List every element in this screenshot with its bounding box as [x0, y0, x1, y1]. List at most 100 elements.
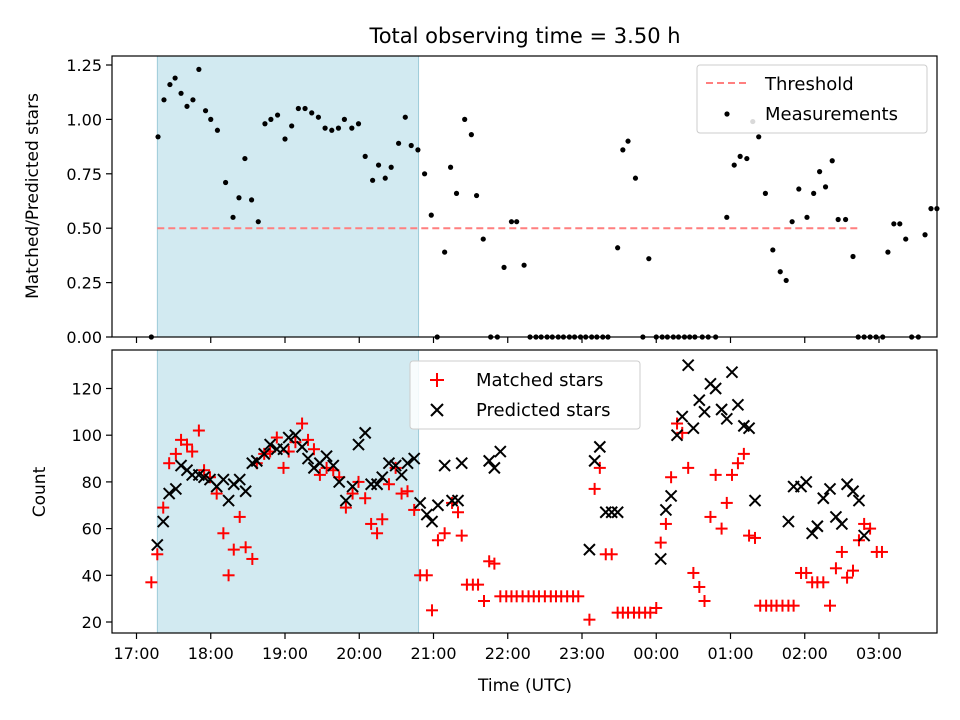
- bottom-x-ticks: 17:00 18:00 19:00 20:00 21:00 22:00 23:00 00:00…: [113, 633, 902, 663]
- measurement-point: [208, 116, 214, 122]
- measurement-point: [928, 206, 934, 212]
- y-tick-label: 0.25: [66, 274, 102, 293]
- predicted-star-point: [431, 499, 445, 512]
- measurement-point: [415, 147, 421, 153]
- measurement-point: [756, 134, 762, 140]
- bottom-ylabel: Count: [30, 466, 50, 517]
- top-legend-box: [696, 64, 928, 134]
- predicted-star-point: [823, 482, 837, 496]
- y-tick-label: 40: [82, 566, 102, 585]
- matched-star-point: [715, 522, 728, 535]
- matched-star-point: [847, 564, 860, 577]
- measurement-point: [770, 247, 776, 253]
- matched-star-point: [682, 461, 695, 474]
- y-tick-label: 20: [82, 613, 102, 632]
- figure-title: Total observing time = 3.50 h: [368, 24, 680, 48]
- measurement-point: [255, 219, 261, 225]
- predicted-star-point: [376, 471, 389, 484]
- top-x-ticks: [135, 337, 880, 343]
- predicted-star-point: [263, 438, 277, 451]
- measurement-point: [302, 105, 308, 112]
- matched-star-point: [346, 487, 359, 500]
- matched-star-point: [204, 471, 217, 484]
- legend-matched-swatch: [430, 373, 444, 387]
- matched-star-point: [395, 487, 408, 500]
- matched-star-point: [289, 436, 302, 449]
- predicted-star-point: [687, 421, 700, 435]
- measurement-point: [744, 155, 750, 162]
- predicted-star-point: [222, 494, 235, 507]
- measurement-point: [885, 249, 891, 255]
- matched-star-point: [477, 594, 490, 607]
- predicted-star-point: [593, 440, 607, 454]
- measurement-point: [295, 105, 301, 112]
- measurement-point: [731, 162, 737, 168]
- matched-star-point: [654, 536, 667, 549]
- predicted-star-point: [289, 428, 302, 442]
- measurement-point: [421, 171, 428, 177]
- y-tick-label: 0.00: [66, 328, 102, 347]
- matched-star-point: [420, 569, 433, 582]
- measurement-point: [891, 221, 897, 227]
- measurement-point: [903, 236, 909, 242]
- shaded-span-rect: [156, 55, 420, 338]
- top-ylabel: Matched/Predicted stars: [23, 93, 43, 299]
- predicted-star-point: [370, 478, 384, 491]
- matched-star-point: [145, 576, 158, 589]
- measurement-point: [514, 219, 520, 225]
- predicted-star-point: [382, 457, 396, 470]
- legend-measurements-label: Measurements: [765, 104, 898, 125]
- measurement-point: [462, 116, 468, 122]
- measurement-point: [236, 195, 242, 201]
- y-tick-label: 0.75: [66, 165, 102, 184]
- top-axes-frame: [111, 55, 938, 338]
- matched-star-point: [401, 485, 414, 498]
- bottom-legend-box: [409, 360, 641, 430]
- measurement-point: [362, 153, 368, 159]
- predicted-star-point: [327, 459, 340, 472]
- predicted-star-point: [438, 459, 451, 472]
- matched-star-point: [829, 562, 842, 575]
- matched-star-point: [671, 417, 684, 430]
- y-tick-label: 0.50: [66, 219, 102, 238]
- measurement-point: [315, 114, 322, 120]
- matched-star-point: [583, 613, 596, 626]
- measurement-point: [508, 219, 515, 225]
- measurement-point: [480, 236, 486, 242]
- top-legend: Threshold Measurements: [696, 64, 928, 134]
- predicted-star-point: [611, 506, 624, 519]
- measurement-point: [453, 190, 460, 196]
- predicted-star-point: [395, 468, 408, 482]
- measurement-point: [789, 219, 795, 225]
- predicted-star-point: [301, 452, 315, 465]
- matched-star-point: [841, 571, 854, 584]
- measurement-point: [468, 132, 474, 138]
- predicted-star-point: [277, 443, 290, 456]
- matched-star-point: [371, 527, 384, 540]
- matched-star-point: [192, 424, 205, 437]
- y-tick-label: 1.00: [66, 110, 102, 129]
- measurement-point: [804, 214, 810, 220]
- matched-star-point: [246, 552, 259, 565]
- measurement-point: [615, 245, 621, 251]
- predicted-star-point: [352, 438, 365, 451]
- y-tick-label: 1.25: [66, 56, 102, 75]
- measurement-point: [835, 216, 841, 223]
- bottom-legend: Matched stars Predicted stars: [409, 360, 641, 430]
- x-tick-label: 01:00: [707, 644, 753, 663]
- bottom-xlabel: Time (UTC): [477, 676, 572, 696]
- predicted-star-point: [451, 494, 465, 507]
- measurement-point: [274, 112, 281, 118]
- x-tick-label: 20:00: [336, 644, 382, 663]
- predicted-star-point: [494, 445, 507, 458]
- top-y-ticks: 0.00 0.25 0.50 0.75 1.00 1.25: [66, 56, 112, 347]
- measurement-point: [161, 97, 167, 103]
- predicted-star-point: [709, 382, 722, 395]
- predicted-star-point: [681, 358, 695, 372]
- measurement-point: [632, 175, 639, 181]
- matched-star-point: [210, 487, 223, 500]
- matched-star-point: [472, 578, 485, 591]
- matched-star-point: [186, 445, 199, 458]
- x-tick-label: 02:00: [782, 644, 828, 663]
- matched-star-point: [376, 513, 389, 526]
